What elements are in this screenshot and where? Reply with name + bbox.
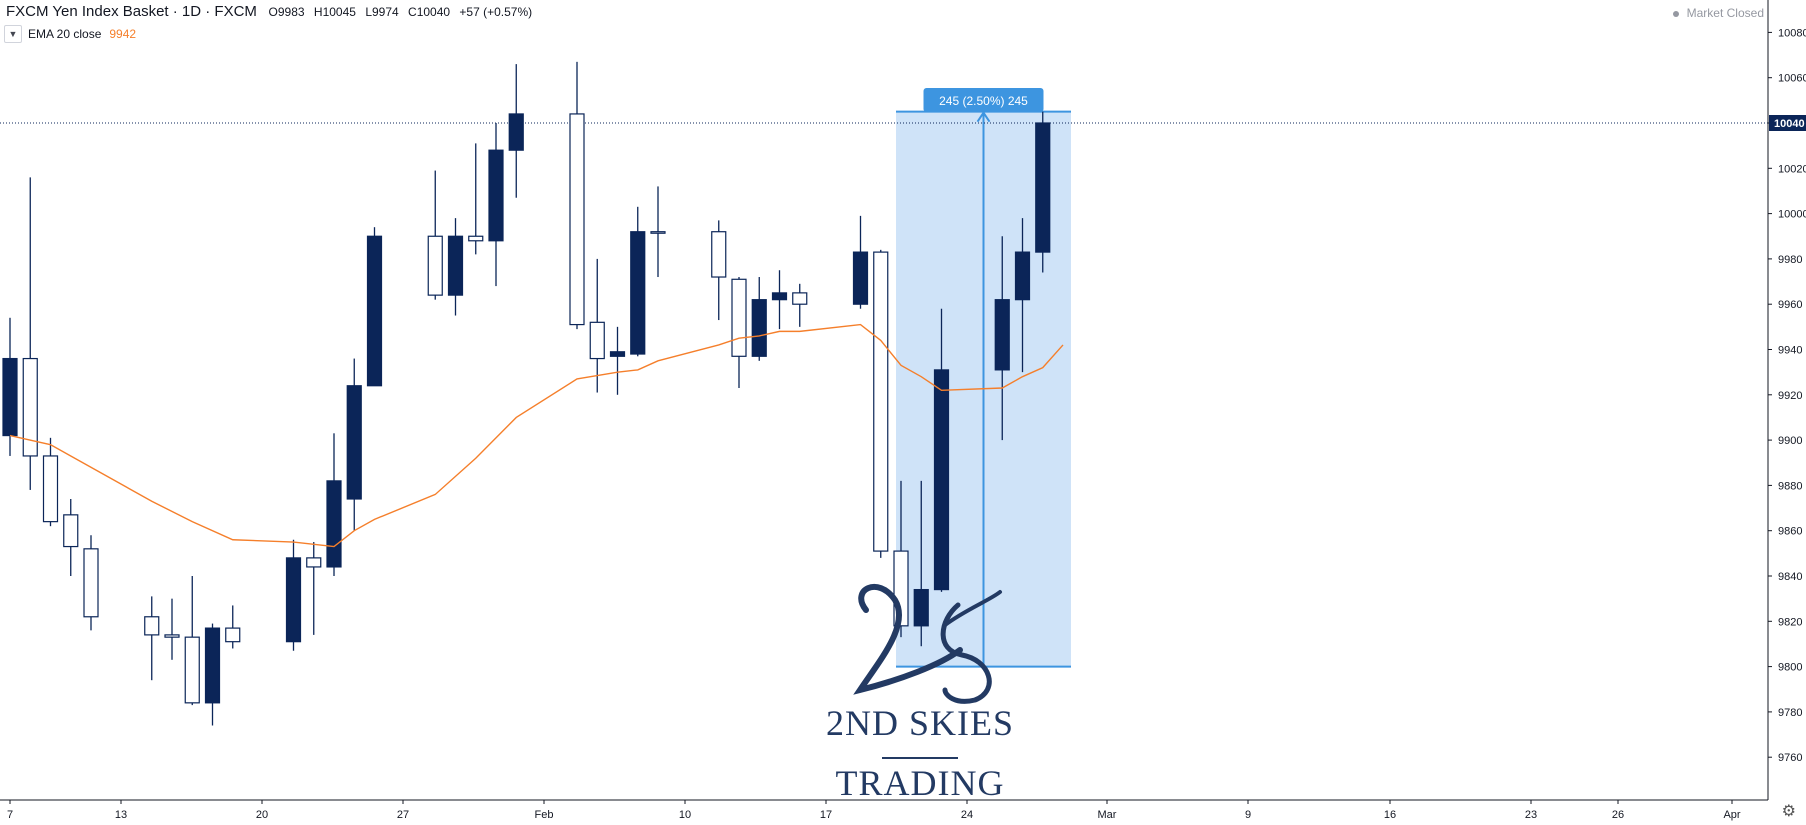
measure-arrow-head (976, 110, 991, 123)
candle-body[interactable] (630, 231, 646, 355)
close-value: C10040 (408, 5, 451, 19)
candle-body[interactable] (508, 113, 524, 151)
candle-body[interactable] (1035, 122, 1051, 253)
candle-body[interactable] (184, 636, 200, 704)
time-tick-label: 20 (256, 809, 268, 821)
indicator-value: 9942 (109, 27, 137, 41)
market-status: Market Closed (1673, 6, 1764, 20)
time-tick-label: 24 (961, 809, 973, 821)
chevron-down-icon[interactable]: ▼ (4, 25, 22, 43)
indicator-legend: ▼ EMA 20 close 9942 (4, 25, 136, 43)
candle-body[interactable] (285, 557, 302, 643)
candle-body[interactable] (569, 113, 585, 326)
candle-body[interactable] (731, 278, 747, 357)
last-price-tag (1769, 115, 1806, 131)
indicator-label[interactable]: EMA 20 close (28, 27, 102, 41)
price-tick-label: 10000 (1778, 209, 1806, 221)
candle-body[interactable] (488, 149, 504, 242)
candle-body[interactable] (468, 235, 484, 242)
price-tick-label: 10060 (1778, 73, 1806, 85)
candle-body[interactable] (711, 231, 727, 278)
measure-label-box (923, 88, 1044, 112)
time-tick-label: 7 (7, 809, 13, 821)
candle-body[interactable] (326, 480, 342, 568)
time-tick-label: 13 (115, 809, 127, 821)
time-axis-bg (0, 800, 1768, 825)
candle-body[interactable] (751, 299, 767, 357)
time-tick-label: 9 (1245, 809, 1251, 821)
candle-body[interactable] (792, 292, 808, 305)
price-tick-label: 10020 (1778, 163, 1806, 175)
logo-text-line2: TRADING (836, 763, 1005, 803)
price-tick-label: 9900 (1778, 435, 1802, 447)
price-axis-bg (1768, 0, 1806, 825)
candle-body[interactable] (42, 455, 59, 523)
open-value: O9983 (268, 5, 305, 19)
ohlc-readout: O9983 H10045 L9974 C10040 +57 (+0.57%) (269, 5, 539, 19)
price-tick-label: 9840 (1778, 571, 1802, 583)
price-tick-label: 9880 (1778, 480, 1802, 492)
time-tick-label: 16 (1384, 809, 1396, 821)
price-tick-label: 9960 (1778, 299, 1802, 311)
logo-flourish (943, 590, 1002, 627)
candle-body[interactable] (164, 634, 180, 638)
measure-label: 245 (2.50%) 245 (939, 94, 1028, 108)
dot-icon (1673, 10, 1680, 17)
high-value: H10045 (313, 5, 356, 19)
price-tick-label: 9920 (1778, 390, 1802, 402)
low-value: L9974 (365, 5, 399, 19)
time-tick-label: 17 (820, 809, 832, 821)
price-tick-label: 10080 (1778, 27, 1806, 39)
candle-body[interactable] (913, 588, 929, 627)
symbol-title[interactable]: FXCM Yen Index Basket · 1D · FXCM (6, 3, 257, 20)
candle-body[interactable] (225, 627, 241, 643)
time-tick-label: 23 (1525, 809, 1537, 821)
candle-body[interactable] (873, 251, 889, 552)
logo-text-line1: 2ND SKIES (826, 703, 1014, 743)
price-tick-label: 9860 (1778, 526, 1802, 538)
candle-body[interactable] (609, 351, 626, 357)
change-value: +57 (+0.57%) (459, 5, 533, 19)
logo-glyph-2 (853, 583, 963, 695)
candle-body[interactable] (1014, 251, 1031, 301)
candle-body[interactable] (771, 292, 788, 301)
candle-body[interactable] (852, 251, 869, 305)
time-tick-label: Mar (1098, 809, 1117, 821)
logo-glyph-s (940, 602, 992, 704)
price-tick-label: 9820 (1778, 616, 1802, 628)
candle-body[interactable] (589, 321, 605, 360)
candle-body[interactable] (427, 235, 443, 296)
price-tick-label: 9980 (1778, 254, 1802, 266)
candle-body[interactable] (144, 616, 160, 636)
candle-body[interactable] (650, 231, 666, 234)
market-status-label: Market Closed (1686, 6, 1764, 20)
last-price-label: 10040 (1774, 118, 1805, 130)
price-tick-label: 9940 (1778, 345, 1802, 357)
time-tick-label: 27 (397, 809, 409, 821)
candle-body[interactable] (2, 357, 18, 437)
candle-body[interactable] (933, 369, 950, 591)
gear-icon[interactable]: ⚙ (1781, 803, 1796, 820)
candle-body[interactable] (204, 627, 221, 704)
time-tick-label: 26 (1612, 809, 1624, 821)
candle-body[interactable] (447, 235, 464, 296)
candle-body[interactable] (346, 385, 362, 500)
symbol-header: FXCM Yen Index Basket · 1D · FXCM O9983 … (6, 3, 538, 20)
time-tick-label: Feb (535, 809, 554, 821)
candle-body[interactable] (994, 299, 1010, 371)
candle-body[interactable] (306, 557, 322, 568)
candle-body[interactable] (366, 235, 383, 387)
candle-body[interactable] (83, 548, 99, 618)
price-tick-label: 9800 (1778, 662, 1802, 674)
time-tick-label: 10 (679, 809, 691, 821)
price-tick-label: 9760 (1778, 752, 1802, 764)
candle-body[interactable] (22, 357, 38, 457)
candle-body[interactable] (63, 514, 79, 548)
ema-20-line[interactable] (9, 323, 1064, 548)
time-tick-label: Apr (1723, 809, 1740, 821)
price-tick-label: 9780 (1778, 707, 1802, 719)
